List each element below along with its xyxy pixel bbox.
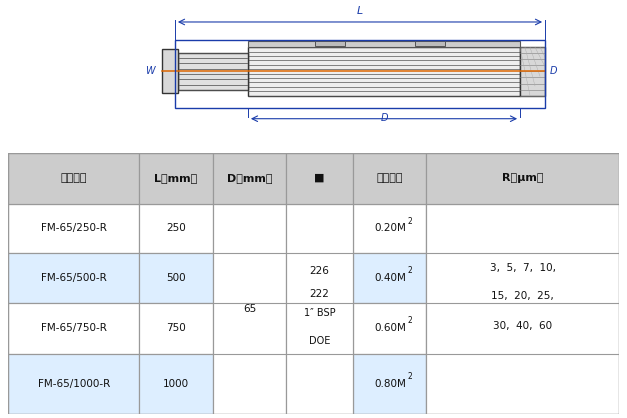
Text: 65: 65: [243, 303, 256, 314]
Text: 750: 750: [166, 323, 186, 333]
Text: FM-65/250-R: FM-65/250-R: [41, 223, 107, 233]
Text: 2: 2: [407, 316, 412, 326]
Bar: [8, 253, 139, 303]
Text: 226: 226: [310, 266, 330, 276]
Text: D: D: [380, 113, 387, 123]
Text: 0.20M: 0.20M: [374, 223, 406, 233]
Bar: [8, 303, 139, 354]
Text: 500: 500: [166, 273, 186, 283]
Bar: [520, 47, 545, 96]
Bar: [426, 204, 619, 253]
Bar: [353, 303, 426, 354]
Text: 2: 2: [407, 217, 412, 226]
Text: 0.80M: 0.80M: [374, 379, 406, 389]
Text: 2: 2: [407, 372, 412, 381]
Text: ■: ■: [314, 173, 325, 183]
Text: 30,  40,  60: 30, 40, 60: [493, 321, 552, 331]
Bar: [286, 153, 353, 204]
Text: 过滤面积: 过滤面积: [377, 173, 403, 183]
Text: FM-65/750-R: FM-65/750-R: [41, 323, 107, 333]
Bar: [315, 41, 345, 46]
Text: W: W: [145, 66, 155, 76]
Text: 1000: 1000: [163, 379, 189, 389]
Text: D: D: [550, 66, 557, 76]
Bar: [415, 41, 445, 46]
Bar: [162, 49, 178, 94]
Text: 1″ BSP: 1″ BSP: [304, 308, 335, 318]
Text: R（μm）: R（μm）: [502, 173, 544, 183]
Text: D（mm）: D（mm）: [226, 173, 272, 183]
Text: 0.40M: 0.40M: [374, 273, 406, 283]
Bar: [139, 354, 213, 414]
Text: 3,  5,  7,  10,: 3, 5, 7, 10,: [490, 263, 556, 273]
Bar: [8, 354, 139, 414]
Bar: [8, 153, 139, 204]
Bar: [426, 253, 619, 303]
Text: 0.60M: 0.60M: [374, 323, 406, 333]
Bar: [353, 204, 426, 253]
Bar: [8, 204, 139, 253]
Text: FM-65/1000-R: FM-65/1000-R: [38, 379, 110, 389]
Bar: [213, 153, 286, 204]
Text: 15,  20,  25,: 15, 20, 25,: [492, 291, 554, 301]
Bar: [248, 41, 520, 47]
Text: L: L: [357, 7, 363, 16]
Bar: [353, 153, 426, 204]
Bar: [426, 354, 619, 414]
Text: FM-65/500-R: FM-65/500-R: [41, 273, 107, 283]
Bar: [178, 53, 248, 90]
Text: 规格型号: 规格型号: [61, 173, 87, 183]
Bar: [426, 303, 619, 354]
Text: L（mm）: L（mm）: [154, 173, 198, 183]
Bar: [286, 204, 353, 414]
Bar: [139, 204, 213, 253]
Bar: [426, 153, 619, 204]
Bar: [139, 253, 213, 303]
Bar: [213, 204, 286, 414]
Bar: [175, 40, 545, 108]
Bar: [353, 354, 426, 414]
Bar: [426, 204, 619, 414]
Bar: [248, 47, 520, 96]
Bar: [139, 153, 213, 204]
Text: DOE: DOE: [309, 336, 330, 346]
Text: 250: 250: [166, 223, 186, 233]
Text: 2: 2: [407, 266, 412, 275]
Bar: [353, 253, 426, 303]
Bar: [139, 303, 213, 354]
Text: 222: 222: [310, 289, 330, 298]
